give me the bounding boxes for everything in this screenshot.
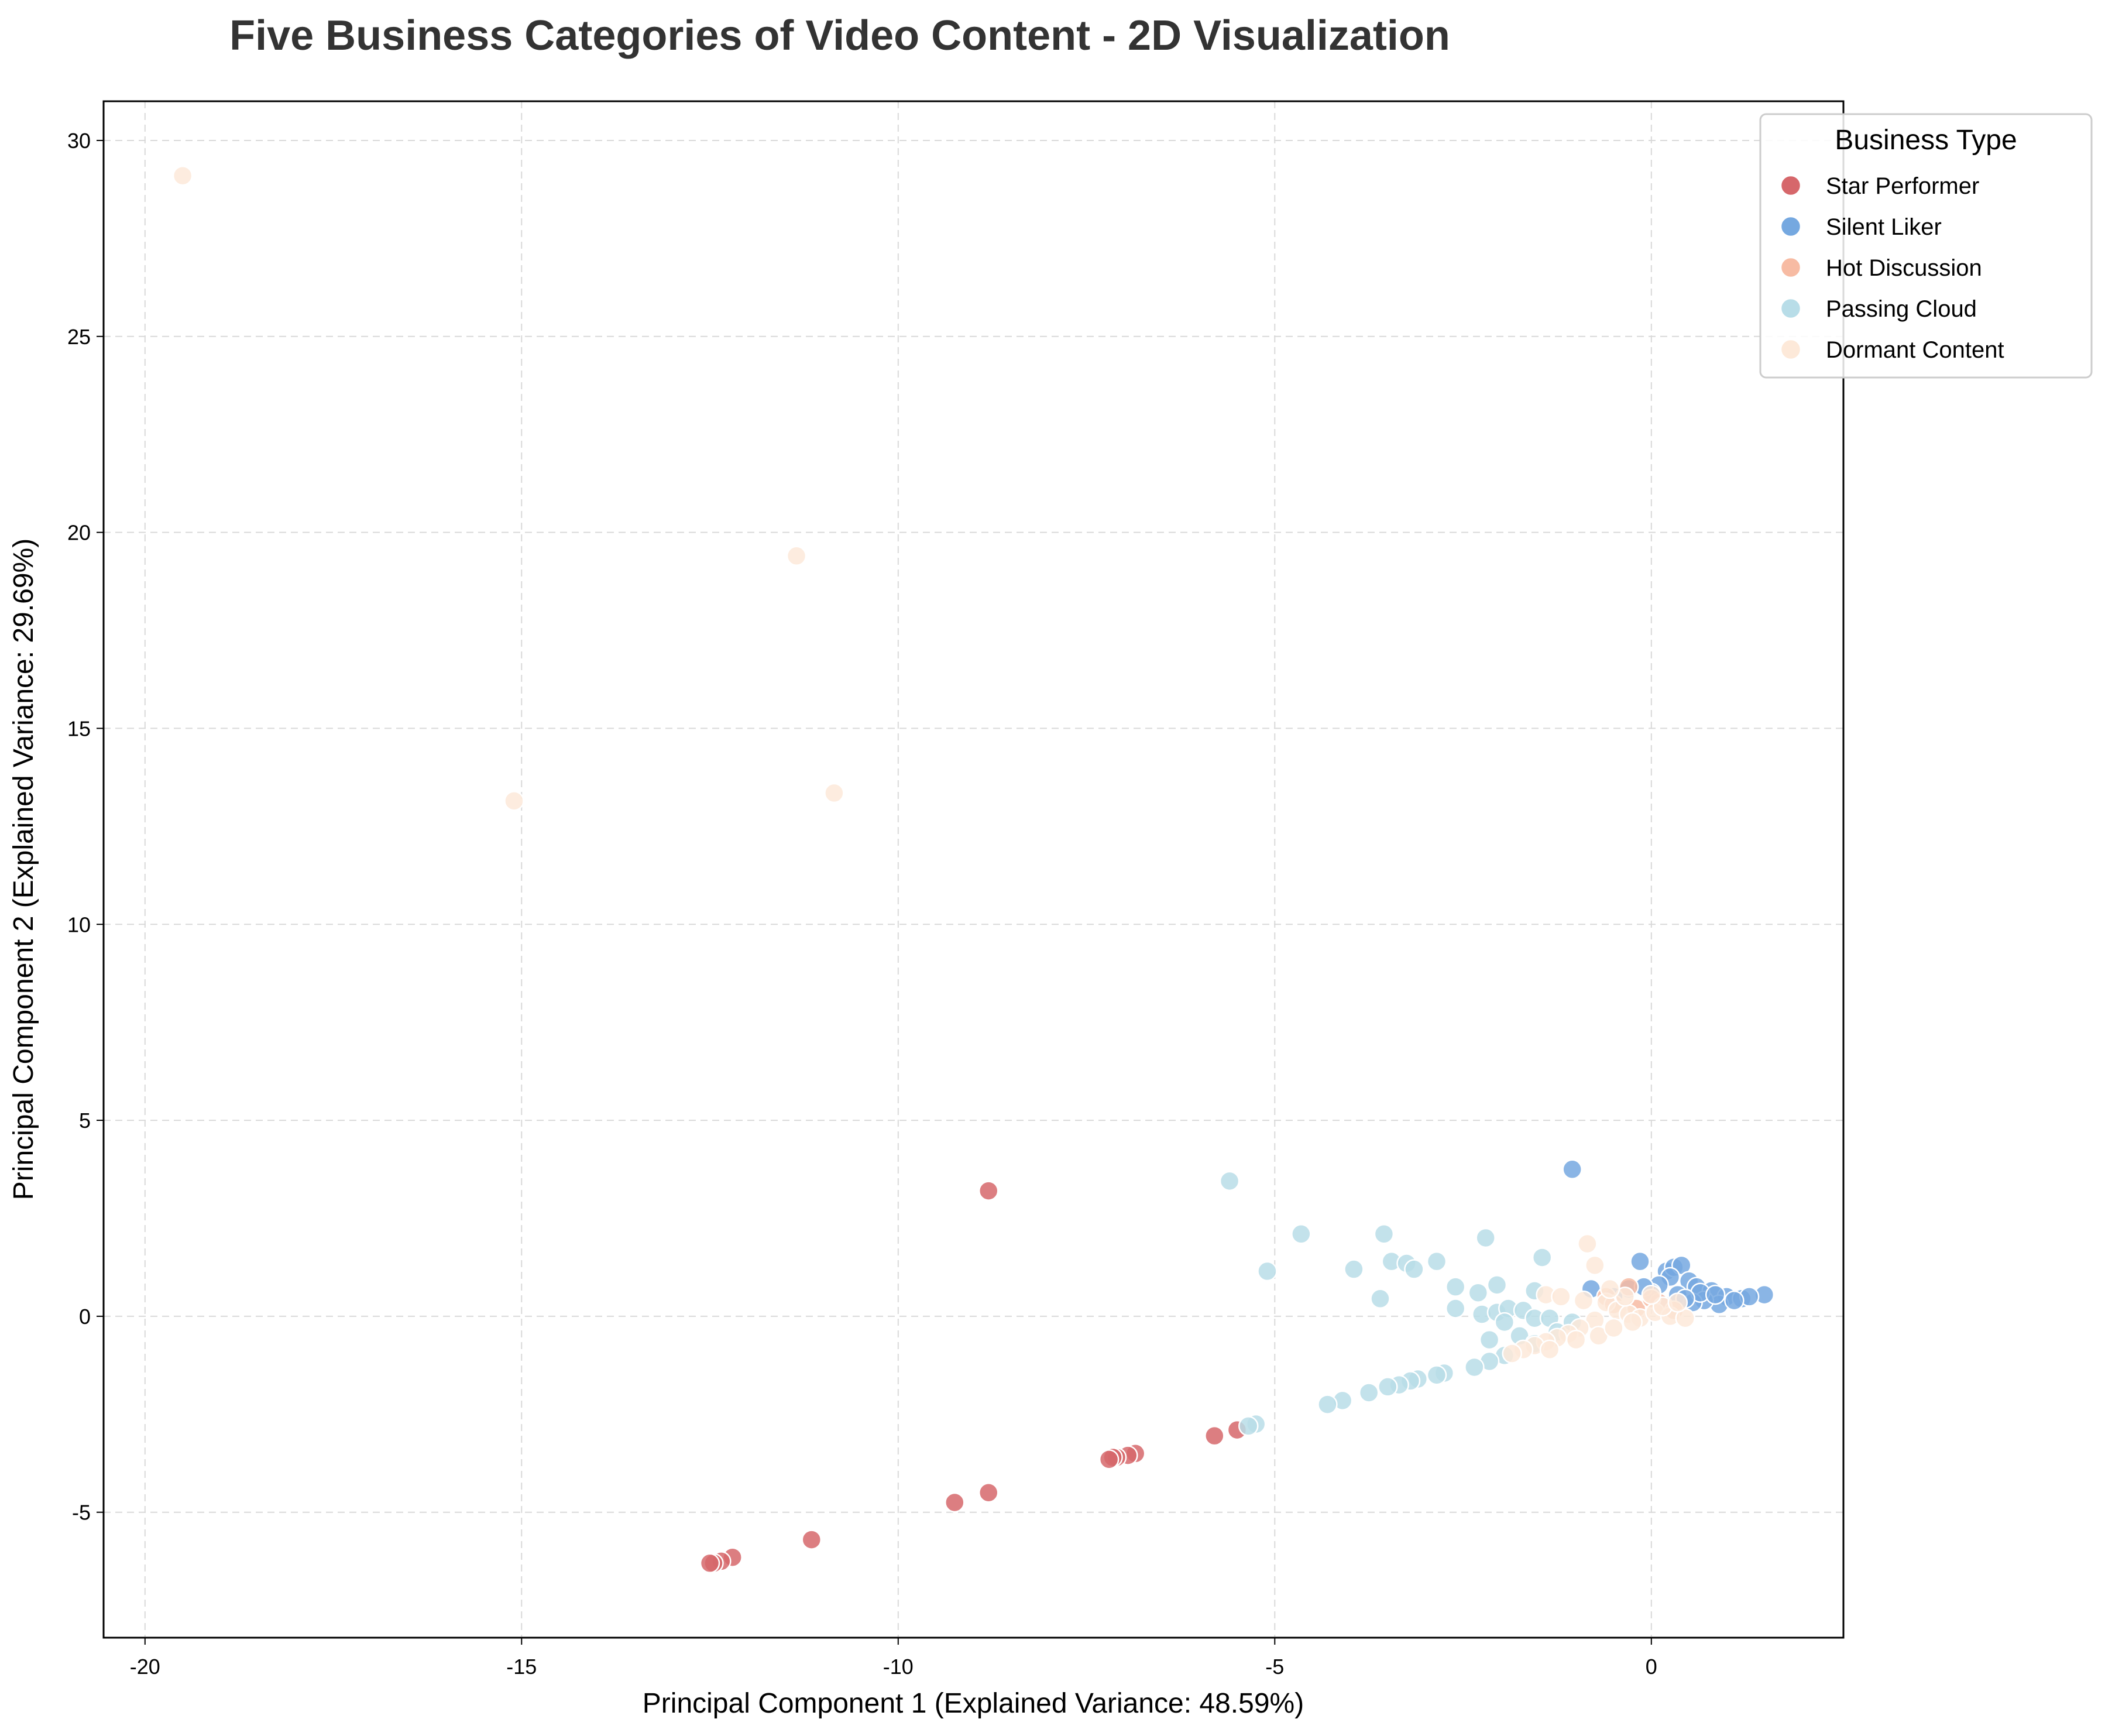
- point-dormant-content: [172, 165, 193, 186]
- point-passing-cloud: [1486, 1275, 1508, 1295]
- chart-title: Five Business Categories of Video Conten…: [229, 12, 1450, 59]
- y-tick-label: 10: [67, 912, 91, 936]
- y-tick-label: -5: [72, 1501, 91, 1525]
- x-tick-label: -5: [1265, 1655, 1284, 1679]
- point-silent-liker: [1724, 1290, 1745, 1311]
- point-dormant-content: [1622, 1312, 1643, 1333]
- y-axis-label: Principal Component 2 (Explained Varianc…: [8, 538, 39, 1200]
- point-passing-cloud: [1358, 1382, 1379, 1403]
- point-passing-cloud: [1344, 1259, 1364, 1279]
- legend: Business Type Star Performer Silent Liker…: [1759, 113, 2093, 379]
- point-passing-cloud: [1404, 1259, 1424, 1279]
- point-passing-cloud: [1373, 1224, 1395, 1244]
- legend-label-passing-cloud: Passing Cloud: [1826, 296, 1977, 322]
- y-tick-label: 25: [67, 325, 91, 349]
- y-tick-label: 15: [67, 716, 91, 740]
- point-dormant-content: [504, 791, 524, 811]
- x-tick-label: -20: [130, 1655, 160, 1679]
- point-passing-cloud: [1445, 1298, 1466, 1319]
- point-dormant-content: [1599, 1278, 1620, 1299]
- point-passing-cloud: [1426, 1251, 1447, 1272]
- point-dormant-content: [1585, 1255, 1605, 1276]
- point-passing-cloud: [1317, 1394, 1338, 1415]
- point-passing-cloud: [1291, 1224, 1311, 1244]
- legend-label-hot-discussion: Hot Discussion: [1826, 255, 1982, 281]
- point-dormant-content: [1641, 1284, 1662, 1305]
- y-tick-label: 30: [67, 129, 91, 153]
- point-dormant-content: [786, 545, 807, 567]
- plot-frame: [102, 100, 1845, 1639]
- point-star-performer: [699, 1553, 720, 1574]
- point-star-performer: [978, 1181, 999, 1201]
- grid-lines: [104, 101, 1843, 1638]
- point-star-performer: [801, 1529, 822, 1550]
- legend-marker-hot-discussion: [1780, 256, 1802, 279]
- legend-marker-silent-liker: [1780, 215, 1802, 238]
- legend-box: [1759, 113, 2093, 379]
- y-tick-label: 5: [79, 1109, 91, 1133]
- point-dormant-content: [1577, 1233, 1598, 1254]
- point-dormant-content: [1565, 1329, 1587, 1350]
- point-passing-cloud: [1531, 1247, 1553, 1268]
- point-passing-cloud: [1494, 1312, 1515, 1333]
- point-passing-cloud: [1257, 1261, 1278, 1282]
- point-dormant-content: [1502, 1343, 1522, 1364]
- point-dormant-content: [824, 783, 844, 804]
- y-tick-label: 0: [79, 1305, 91, 1329]
- legend-label-dormant-content: Dormant Content: [1826, 337, 2004, 363]
- point-dormant-content: [1539, 1339, 1560, 1360]
- series-passing-cloud: [1219, 1171, 1582, 1436]
- point-star-performer: [945, 1492, 965, 1513]
- point-passing-cloud: [1479, 1329, 1500, 1350]
- point-passing-cloud: [1238, 1416, 1259, 1436]
- legend-items: Star Performer Silent Liker Hot Discussion…: [1780, 173, 2004, 363]
- x-tick-label: -10: [883, 1655, 914, 1679]
- x-tick-label: 0: [1646, 1655, 1657, 1679]
- legend-title: Business Type: [1835, 125, 2017, 156]
- legend-label-silent-liker: Silent Liker: [1826, 214, 1942, 240]
- point-silent-liker: [1562, 1159, 1582, 1180]
- point-passing-cloud: [1445, 1277, 1466, 1297]
- legend-label-star-performer: Star Performer: [1826, 173, 1979, 199]
- point-passing-cloud: [1219, 1171, 1240, 1192]
- y-tick-label: 20: [67, 521, 91, 545]
- point-passing-cloud: [1468, 1282, 1489, 1303]
- point-star-performer: [1204, 1425, 1225, 1446]
- point-passing-cloud: [1426, 1365, 1447, 1385]
- axis-ticks: -20 -15 -10 -5 0 -5 0 5 10 15 20 25 30: [67, 129, 1657, 1679]
- point-star-performer: [1098, 1449, 1120, 1470]
- point-dormant-content: [1667, 1292, 1688, 1313]
- legend-marker-star-performer: [1780, 174, 1802, 197]
- point-dormant-content: [1603, 1318, 1624, 1339]
- point-passing-cloud: [1378, 1377, 1398, 1397]
- point-dormant-content: [1573, 1290, 1594, 1311]
- point-star-performer: [978, 1482, 999, 1503]
- point-dormant-content: [1551, 1286, 1571, 1307]
- point-passing-cloud: [1464, 1357, 1485, 1378]
- x-tick-label: -15: [506, 1655, 537, 1679]
- point-silent-liker: [1630, 1251, 1650, 1272]
- x-axis-label: Principal Component 1 (Explained Varianc…: [643, 1688, 1304, 1719]
- point-passing-cloud: [1475, 1227, 1496, 1248]
- legend-marker-dormant-content: [1780, 338, 1802, 361]
- point-passing-cloud: [1370, 1288, 1390, 1309]
- point-silent-liker: [1705, 1284, 1726, 1305]
- data-points: [172, 165, 1775, 1574]
- legend-marker-passing-cloud: [1780, 297, 1802, 320]
- series-dormant-content: [172, 165, 1695, 1364]
